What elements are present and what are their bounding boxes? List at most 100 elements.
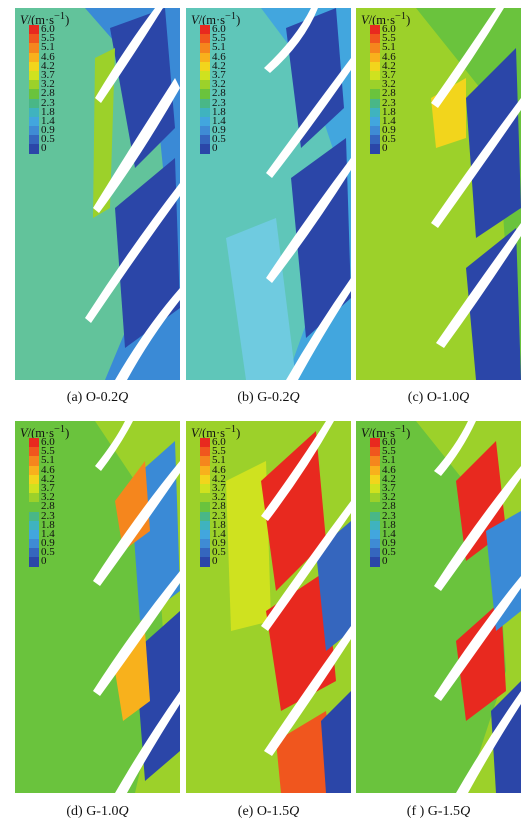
caption-b: (b) G-0.2Q — [237, 390, 300, 405]
velocity-contour-image — [186, 421, 351, 793]
scale-swatch — [29, 511, 39, 521]
color-scale: 6.0 5.5 5.1 4.6 4.2 3.7 3.2 2.8 2.3 1.8 1.4 0.9 0.5 0 — [29, 437, 69, 567]
scale-tick-label: 4.2 — [41, 59, 55, 72]
scale-swatch — [200, 61, 210, 71]
scale-tick: 1.8 — [200, 106, 240, 117]
scale-tick: 3.2 — [200, 491, 240, 504]
scale-tick: 5.1 — [200, 454, 240, 467]
scale-tick: 4.2 — [370, 473, 410, 484]
unit-label: V/(m·s−1) — [20, 424, 70, 441]
scale-swatch — [200, 539, 210, 549]
scale-tick-label: 4.6 — [382, 463, 396, 476]
scale-tick-label: 0.5 — [382, 546, 396, 559]
caption-e: (e) O-1.5Q — [237, 804, 300, 819]
color-scale: 6.0 5.5 5.1 4.6 4.2 3.7 3.2 2.8 2.3 1.8 1.4 0.9 0.5 0 — [29, 24, 69, 154]
scale-tick-label: 2.3 — [382, 96, 396, 109]
scale-swatch — [200, 502, 210, 512]
color-scale: 6.0 5.5 5.1 4.6 4.2 3.7 3.2 2.8 2.3 1.8 1.4 0.9 0.5 0 — [200, 23, 240, 155]
scale-swatch — [370, 43, 380, 53]
scale-tick: 6.0 — [29, 437, 69, 448]
scale-tick-label: 4.6 — [212, 50, 226, 63]
scale-tick-label: 1.8 — [41, 105, 55, 118]
scale-swatch — [29, 52, 39, 62]
scale-tick: 5.5 — [370, 32, 410, 45]
scale-tick-label: 2.8 — [41, 500, 55, 513]
scale-tick-label: 5.1 — [382, 454, 396, 467]
scale-tick: 2.8 — [370, 88, 410, 99]
scale-tick-label: 4.2 — [212, 472, 226, 485]
scale-tick-label: 0.9 — [382, 537, 396, 550]
scale-tick-label: 5.1 — [212, 454, 226, 467]
scale-tick-label: 0 — [212, 142, 218, 155]
contour-panel-e: V/(m·s−1) 6.0 5.5 5.1 4.6 4.2 3.7 3.2 2.8 2.3 1.8… — [186, 421, 351, 793]
scale-tick: 6.0 — [29, 24, 69, 35]
scale-swatch — [370, 502, 380, 512]
scale-swatch — [200, 529, 210, 540]
scale-tick: 6.0 — [200, 437, 240, 448]
scale-tick: 2.3 — [200, 510, 240, 521]
scale-swatch — [29, 144, 39, 154]
scale-tick: 0.5 — [200, 547, 240, 558]
scale-tick-label: 2.3 — [212, 96, 226, 109]
scale-tick-label: 4.2 — [382, 59, 396, 72]
scale-swatch — [200, 438, 210, 448]
scale-swatch — [370, 107, 380, 117]
unit-label: V/(m·s−1) — [361, 11, 411, 28]
contour-panel-b: V/(m·s−1) 6.0 5.5 5.1 4.6 4.2 3.7 3.2 2.8 2.3 1.8… — [186, 8, 351, 380]
scale-swatch — [370, 438, 380, 448]
scale-tick-label: 0 — [382, 555, 388, 568]
scale-tick-label: 0 — [212, 555, 218, 568]
scale-tick: 4.2 — [200, 60, 240, 71]
scale-tick-label: 1.4 — [382, 114, 396, 127]
scale-swatch — [29, 70, 39, 81]
scale-tick-label: 6.0 — [212, 23, 226, 35]
scale-swatch — [29, 25, 39, 35]
contour-panel-c: V/(m·s−1) 6.0 5.5 5.1 4.6 4.2 3.7 3.2 2.8 2.3 1.8… — [356, 8, 521, 380]
scale-tick-label: 0.5 — [41, 133, 55, 146]
scale-swatch — [29, 126, 39, 136]
contour-panel-f: V/(m·s−1) 6.0 5.5 5.1 4.6 4.2 3.7 3.2 2.8 2.3 1.8… — [356, 421, 521, 793]
scale-tick-label: 3.7 — [382, 68, 396, 81]
scale-tick: 3.7 — [370, 481, 410, 494]
scale-tick: 0 — [200, 142, 240, 155]
scale-tick-label: 6.0 — [382, 23, 396, 35]
scale-tick: 6.0 — [370, 437, 410, 448]
scale-tick-label: 3.2 — [382, 78, 396, 91]
scale-tick-label: 5.5 — [382, 32, 396, 45]
scale-swatch — [370, 483, 380, 494]
scale-swatch — [370, 447, 380, 457]
velocity-contour-image — [356, 421, 521, 793]
scale-tick-label: 2.3 — [382, 509, 396, 522]
scale-tick-label: 5.5 — [41, 445, 55, 458]
scale-swatch — [370, 61, 380, 71]
scale-swatch — [29, 34, 39, 44]
scale-tick: 3.7 — [29, 69, 69, 81]
scale-tick-label: 0.9 — [212, 537, 226, 550]
unit-label: V/(m·s−1) — [191, 424, 241, 441]
scale-swatch — [370, 89, 380, 99]
scale-tick: 3.2 — [29, 79, 69, 90]
scale-swatch — [29, 520, 39, 530]
scale-tick-label: 1.4 — [212, 527, 226, 540]
scale-tick-label: 2.3 — [41, 509, 55, 522]
scale-swatch — [200, 447, 210, 457]
scale-tick-label: 3.2 — [212, 491, 226, 504]
scale-swatch — [200, 493, 210, 503]
scale-swatch — [29, 116, 39, 127]
scale-swatch — [200, 557, 210, 567]
scale-swatch — [370, 474, 380, 484]
scale-swatch — [29, 43, 39, 53]
scale-tick: 4.2 — [29, 59, 69, 72]
scale-tick: 2.8 — [29, 500, 69, 513]
scale-tick: 1.4 — [29, 528, 69, 539]
scale-tick-label: 0.5 — [382, 133, 396, 146]
scale-tick-label: 2.8 — [41, 87, 55, 100]
scale-swatch — [370, 80, 380, 90]
scale-swatch — [200, 548, 210, 558]
scale-tick-label: 4.6 — [41, 463, 55, 476]
scale-swatch — [29, 89, 39, 99]
scale-swatch — [370, 493, 380, 503]
scale-tick-label: 3.7 — [382, 481, 396, 494]
scale-tick: 1.8 — [29, 105, 69, 118]
scale-swatch — [29, 474, 39, 484]
